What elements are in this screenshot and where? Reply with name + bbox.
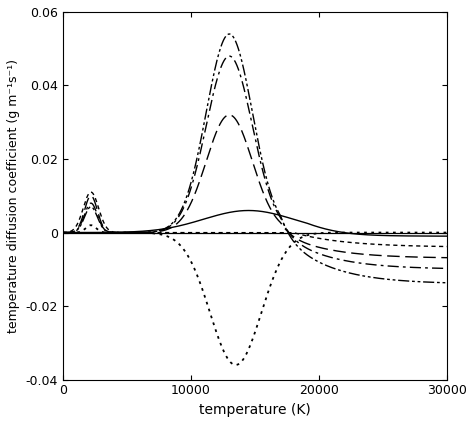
X-axis label: temperature (K): temperature (K) <box>199 403 311 417</box>
Y-axis label: temperature diffusion coefficient (g m⁻¹s⁻¹): temperature diffusion coefficient (g m⁻¹… <box>7 59 20 333</box>
